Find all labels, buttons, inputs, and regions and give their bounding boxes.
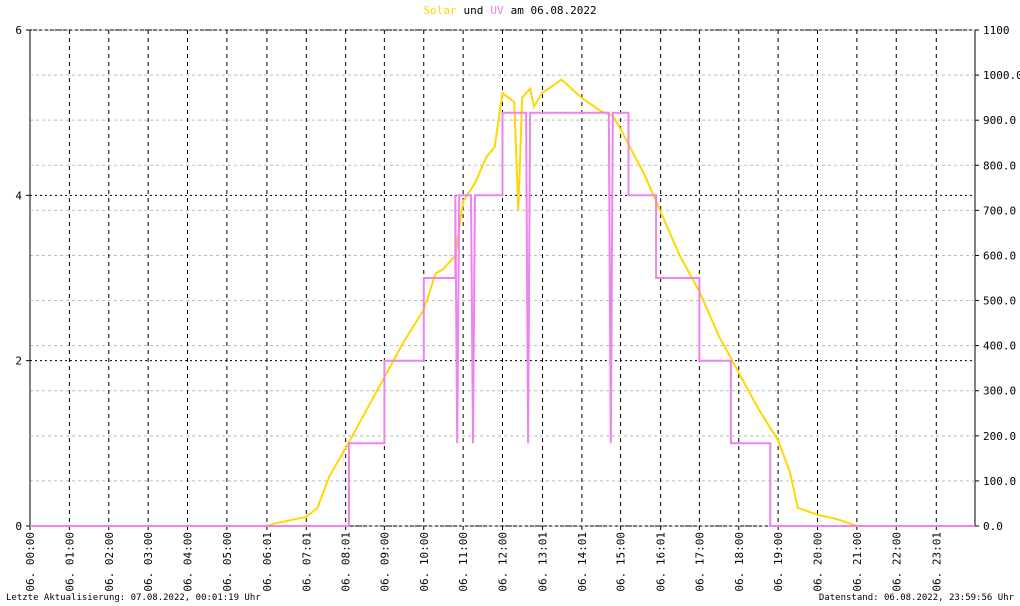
x-tick-label: 06. 10:00 bbox=[418, 532, 431, 592]
y-tick-label: 6 bbox=[15, 24, 22, 37]
y-tick-label: 0 bbox=[15, 520, 22, 533]
x-tick-label: 06. 23:01 bbox=[930, 532, 943, 592]
x-tick-label: 06. 14:01 bbox=[576, 532, 589, 592]
x-tick-label: 06. 22:00 bbox=[890, 532, 903, 592]
x-tick-label: 06. 01:00 bbox=[63, 532, 76, 592]
x-tick-label: 06. 12:00 bbox=[497, 532, 510, 592]
y-tick-label: 2 bbox=[15, 355, 22, 368]
x-tick-label: 06. 07:01 bbox=[300, 532, 313, 592]
x-tick-label: 06. 13:01 bbox=[537, 532, 550, 592]
x-tick-label: 06. 09:00 bbox=[378, 532, 391, 592]
y2-tick-label: 400.0 bbox=[983, 340, 1016, 353]
footer-right: Datenstand: 06.08.2022, 23:59:56 Uhr bbox=[819, 593, 1015, 603]
x-tick-label: 06. 05:00 bbox=[221, 532, 234, 592]
title-part: am 06.08.2022 bbox=[511, 4, 597, 17]
y2-tick-label: 700.0 bbox=[983, 204, 1016, 217]
chart-title: Solar und UV am 06.08.2022 bbox=[423, 4, 596, 17]
title-part: UV bbox=[490, 4, 504, 17]
x-tick-label: 06. 03:00 bbox=[142, 532, 155, 592]
x-tick-label: 06. 19:00 bbox=[772, 532, 785, 592]
footer-left: Letzte Aktualisierung: 07.08.2022, 00:01… bbox=[6, 593, 261, 603]
title-part: und bbox=[463, 4, 483, 17]
x-tick-label: 06. 17:00 bbox=[693, 532, 706, 592]
y2-tick-label: 900.0 bbox=[983, 114, 1016, 127]
x-tick-label: 06. 20:00 bbox=[812, 532, 825, 592]
y2-tick-label: 1100 bbox=[983, 24, 1010, 37]
y2-tick-label: 800.0 bbox=[983, 159, 1016, 172]
x-tick-label: 06. 16:01 bbox=[655, 532, 668, 592]
y2-tick-label: 500.0 bbox=[983, 295, 1016, 308]
x-tick-label: 06. 04:00 bbox=[182, 532, 195, 592]
x-tick-label: 06. 00:00 bbox=[24, 532, 37, 592]
x-tick-label: 06. 02:00 bbox=[103, 532, 116, 592]
x-tick-label: 06. 06:01 bbox=[261, 532, 274, 592]
x-tick-label: 06. 11:00 bbox=[457, 532, 470, 592]
y2-tick-label: 200.0 bbox=[983, 430, 1016, 443]
title-part: Solar bbox=[423, 4, 456, 17]
y2-tick-label: 1000.0 bbox=[983, 69, 1020, 82]
y2-tick-label: 300.0 bbox=[983, 385, 1016, 398]
x-tick-label: 06. 08:01 bbox=[340, 532, 353, 592]
series-line bbox=[30, 78, 975, 527]
x-tick-label: 06. 21:00 bbox=[851, 532, 864, 592]
y2-tick-label: 100.0 bbox=[983, 475, 1016, 488]
x-tick-label: 06. 18:00 bbox=[733, 532, 746, 592]
y-tick-label: 4 bbox=[15, 189, 22, 202]
y2-tick-label: 600.0 bbox=[983, 249, 1016, 262]
series-line bbox=[30, 111, 975, 527]
y2-tick-label: 0.0 bbox=[983, 520, 1003, 533]
x-tick-label: 06. 15:00 bbox=[615, 532, 628, 592]
